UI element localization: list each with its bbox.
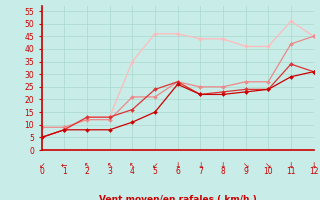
Text: ↓: ↓ bbox=[197, 161, 204, 170]
Text: ↓: ↓ bbox=[288, 161, 294, 170]
Text: ↙: ↙ bbox=[152, 161, 158, 170]
Text: ↓: ↓ bbox=[220, 161, 226, 170]
Text: ↖: ↖ bbox=[129, 161, 135, 170]
X-axis label: Vent moyen/en rafales ( km/h ): Vent moyen/en rafales ( km/h ) bbox=[99, 195, 256, 200]
Text: ↘: ↘ bbox=[265, 161, 271, 170]
Text: ↖: ↖ bbox=[84, 161, 90, 170]
Text: ←: ← bbox=[61, 161, 68, 170]
Text: ↓: ↓ bbox=[310, 161, 317, 170]
Text: ↙: ↙ bbox=[38, 161, 45, 170]
Text: ↖: ↖ bbox=[107, 161, 113, 170]
Text: ↓: ↓ bbox=[174, 161, 181, 170]
Text: ↘: ↘ bbox=[243, 161, 249, 170]
